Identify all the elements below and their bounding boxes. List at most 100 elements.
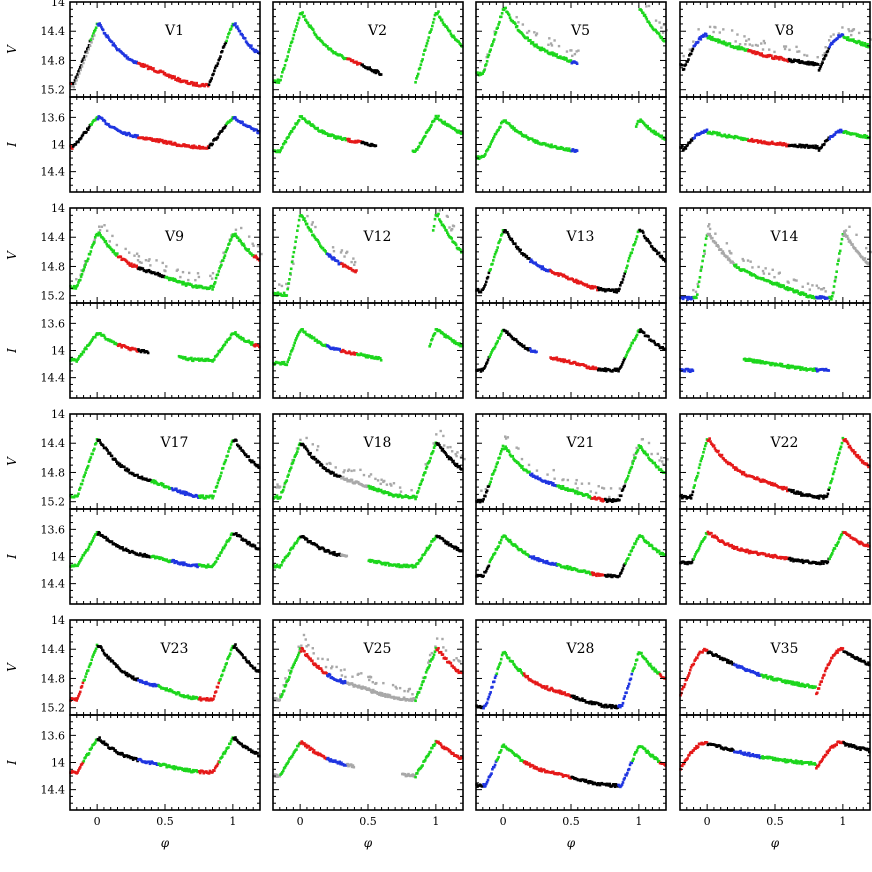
data-point xyxy=(169,74,173,78)
data-point xyxy=(853,247,857,250)
data-point xyxy=(746,48,749,51)
data-point xyxy=(103,224,106,227)
data-point xyxy=(244,453,248,456)
data-point xyxy=(537,46,541,50)
data-point xyxy=(846,36,850,39)
data-point xyxy=(832,285,836,288)
data-point xyxy=(510,237,514,241)
data-point xyxy=(89,456,93,459)
data-point xyxy=(224,458,228,462)
data-point xyxy=(304,330,307,334)
data-point xyxy=(820,145,823,149)
data-point xyxy=(296,334,299,338)
data-point xyxy=(832,33,835,36)
data-point xyxy=(281,68,285,71)
data-point xyxy=(293,246,297,250)
data-point xyxy=(782,142,786,145)
data-point xyxy=(282,67,286,70)
v14-i-points xyxy=(679,357,831,373)
data-point xyxy=(333,135,337,138)
data-point xyxy=(848,225,851,228)
data-point xyxy=(546,143,550,147)
v8-v-points xyxy=(679,25,872,72)
data-point xyxy=(826,49,830,53)
data-point xyxy=(540,267,544,271)
data-point xyxy=(830,294,834,298)
data-point xyxy=(810,296,814,300)
data-point xyxy=(563,358,567,362)
data-point xyxy=(651,247,655,250)
data-point xyxy=(107,122,110,126)
data-point xyxy=(747,38,751,41)
y-tick-label: 14.8 xyxy=(41,260,66,273)
data-point xyxy=(782,284,786,288)
data-point xyxy=(253,344,257,348)
data-point xyxy=(756,44,759,47)
data-point xyxy=(142,349,146,352)
data-point xyxy=(726,255,729,258)
data-point xyxy=(134,134,138,137)
v8-i-points xyxy=(679,128,871,152)
data-point xyxy=(736,47,740,51)
data-point xyxy=(84,263,87,266)
data-point xyxy=(303,217,306,220)
data-point xyxy=(852,28,856,31)
data-point xyxy=(574,280,577,283)
data-point xyxy=(216,352,220,356)
data-point xyxy=(216,273,220,276)
data-point xyxy=(135,252,139,255)
data-point xyxy=(324,343,327,347)
data-point xyxy=(221,259,225,262)
data-point xyxy=(521,32,524,36)
data-point xyxy=(71,147,74,150)
data-point xyxy=(783,47,787,51)
data-point xyxy=(146,67,150,71)
data-point xyxy=(550,44,554,47)
data-point xyxy=(316,239,319,242)
data-point xyxy=(492,38,496,41)
data-point xyxy=(251,253,255,257)
data-point xyxy=(217,270,221,273)
data-point xyxy=(275,150,279,154)
data-point xyxy=(291,37,295,40)
data-point xyxy=(220,471,223,475)
data-point xyxy=(220,263,223,267)
data-point xyxy=(566,149,570,152)
data-point xyxy=(139,350,143,354)
data-point xyxy=(660,26,663,29)
data-point xyxy=(419,142,423,145)
data-point xyxy=(529,347,532,351)
data-point xyxy=(329,255,333,258)
data-point xyxy=(224,250,228,254)
data-point xyxy=(772,362,776,366)
data-point xyxy=(93,535,96,538)
data-point xyxy=(506,330,509,334)
data-point xyxy=(750,137,754,141)
data-point xyxy=(494,31,498,34)
data-point xyxy=(491,43,494,46)
data-point xyxy=(433,332,437,335)
data-point xyxy=(552,52,556,55)
data-point xyxy=(148,258,151,261)
data-point xyxy=(326,253,330,256)
data-point xyxy=(255,256,258,259)
data-point xyxy=(368,66,371,69)
data-point xyxy=(506,230,509,234)
data-point xyxy=(710,38,713,41)
data-point xyxy=(488,355,492,358)
y-tick-label: 14.4 xyxy=(41,25,66,38)
data-point xyxy=(191,83,195,87)
data-point xyxy=(530,259,534,263)
data-point xyxy=(760,52,763,55)
panel-frame xyxy=(69,207,261,304)
data-point xyxy=(564,148,567,152)
data-point xyxy=(225,39,228,43)
data-point xyxy=(628,254,632,258)
data-point xyxy=(156,271,160,275)
data-point xyxy=(111,43,115,47)
data-point xyxy=(416,72,420,76)
data-point xyxy=(453,341,456,345)
data-point xyxy=(662,23,666,27)
data-point xyxy=(212,494,215,498)
data-point xyxy=(730,252,733,255)
